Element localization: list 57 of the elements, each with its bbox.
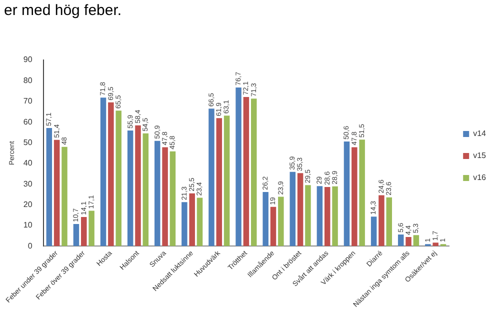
bar [170,151,176,246]
bar [196,198,203,246]
bar [413,235,420,246]
bar [332,186,338,246]
bar [278,196,284,246]
legend-label: v14 [473,129,487,138]
bar [100,98,106,246]
y-tick-label: 90 [23,55,33,64]
bar [81,216,87,246]
bar [88,210,94,246]
y-tick-label: 40 [23,158,33,168]
bar [262,192,268,246]
bar [270,206,276,246]
chart-title: er med hög feber. [4,2,122,20]
bar [352,147,358,246]
bar [359,140,365,246]
bar [324,186,330,246]
bar [62,146,68,246]
bar [290,172,296,246]
y-tick-label: 80 [23,76,33,85]
bar [316,186,323,246]
bar [432,242,438,246]
bar [386,197,392,246]
bar [142,133,149,246]
bar [189,193,195,246]
bar [370,216,377,246]
bar [297,173,304,246]
bar [305,185,311,246]
bar [127,130,134,246]
y-tick-label: 30 [23,179,33,188]
bar [236,88,242,246]
bar [344,141,350,246]
bar [46,128,52,246]
bar [224,116,230,246]
bar [208,108,214,246]
bar [162,147,168,246]
bar [250,98,257,246]
bar [73,224,80,246]
bar [182,202,188,246]
bar [116,110,122,246]
legend-label: v16 [473,173,487,182]
y-tick-label: 0 [28,241,33,250]
bar [154,140,160,246]
bar [406,237,412,246]
y-tick-label: 10 [23,220,33,230]
y-tick-label: 70 [23,96,33,106]
bar [216,118,222,246]
bar [398,234,404,246]
y-tick-label: 60 [23,117,33,126]
y-tick-label: 20 [23,200,33,209]
bar [54,140,60,246]
bar [243,97,250,246]
bar [108,102,114,246]
y-tick-label: 50 [23,138,33,147]
legend-label: v15 [473,151,487,160]
bar [135,125,141,246]
bar [378,195,384,246]
